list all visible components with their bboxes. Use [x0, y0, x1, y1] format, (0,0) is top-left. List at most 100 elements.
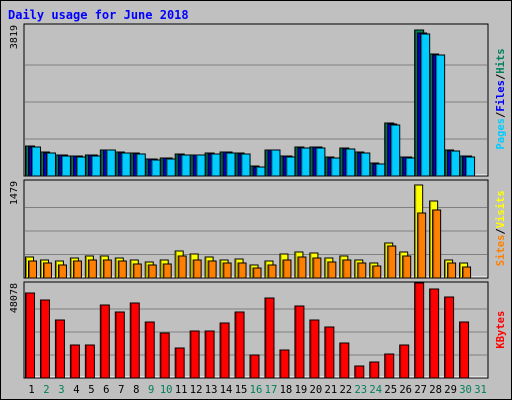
bar-pages-day-13 — [210, 153, 221, 177]
bar-kbytes-day-11 — [174, 347, 185, 379]
x-tick-label-day-5: 5 — [88, 384, 94, 396]
bar-sites-day-29 — [447, 262, 457, 279]
bar-sites-day-25 — [387, 245, 397, 279]
legend-entry-files: Files — [495, 80, 507, 112]
bar-pages-day-18 — [285, 156, 296, 177]
legend-entry-sep: / — [495, 112, 507, 118]
y-max-label: 3819 — [9, 25, 20, 49]
bar-sites-day-24 — [372, 265, 382, 279]
bar-pages-day-24 — [375, 163, 386, 177]
bar-pages-day-7 — [120, 152, 131, 177]
bar-kbytes-day-10 — [159, 332, 170, 379]
x-tick-label-day-1: 1 — [28, 384, 34, 396]
x-tick-label-day-8: 8 — [133, 384, 139, 396]
bar-pages-day-22 — [345, 148, 356, 177]
bar-pages-day-3 — [60, 155, 71, 177]
x-tick-label-day-11: 11 — [175, 384, 188, 396]
bar-pages-day-2 — [45, 152, 56, 177]
bar-sites-day-10 — [162, 263, 172, 279]
bar-kbytes-day-15 — [234, 311, 245, 379]
bar-sites-day-5 — [87, 259, 97, 279]
x-tick-label-day-19: 19 — [295, 384, 308, 396]
bar-pages-day-25 — [390, 124, 401, 177]
bar-sites-day-15 — [237, 262, 247, 279]
bar-pages-day-11 — [180, 154, 191, 177]
bar-pages-day-28 — [435, 54, 446, 177]
bar-sites-day-27 — [417, 212, 427, 279]
bar-kbytes-day-7 — [114, 311, 125, 379]
x-tick-label-day-29: 29 — [444, 384, 457, 396]
bar-pages-day-26 — [405, 157, 416, 177]
panel-visits-sites: 1479 Sites/Visits — [9, 179, 507, 279]
bar-pages-day-30 — [465, 156, 476, 177]
x-tick-label-day-12: 12 — [190, 384, 203, 396]
legend-entry-kbytes: KBytes — [495, 311, 507, 349]
bar-pages-day-29 — [450, 150, 461, 177]
legend-entry-sites: Sites — [495, 235, 507, 267]
bar-sites-day-19 — [297, 256, 307, 279]
x-tick-label-day-25: 25 — [384, 384, 397, 396]
bar-kbytes-day-23 — [354, 365, 365, 379]
bar-kbytes-day-1 — [25, 292, 35, 379]
x-tick-label-day-21: 21 — [325, 384, 338, 396]
bar-kbytes-day-4 — [69, 344, 80, 379]
y-max-label: 1479 — [9, 181, 20, 205]
x-tick-label-day-6: 6 — [103, 384, 109, 396]
x-tick-label-day-10: 10 — [160, 384, 173, 396]
bar-pages-day-27 — [420, 33, 431, 177]
bar-pages-day-23 — [360, 152, 371, 177]
x-tick-label-day-28: 28 — [429, 384, 442, 396]
bar-pages-day-17 — [270, 149, 281, 177]
bar-sites-day-3 — [57, 264, 67, 279]
bar-kbytes-day-12 — [189, 330, 200, 379]
chart-panels: 3819Pages/Files/Hits1479Sites/Visits4807… — [9, 23, 507, 379]
bar-sites-day-21 — [327, 261, 337, 279]
legend-entry-visits: Visits — [495, 190, 507, 228]
bar-kbytes-day-24 — [369, 361, 380, 379]
bar-pages-day-19 — [300, 147, 311, 177]
bar-sites-day-26 — [402, 255, 412, 279]
bar-kbytes-day-20 — [309, 319, 320, 379]
bar-pages-day-15 — [240, 153, 251, 177]
bar-kbytes-day-2 — [39, 299, 50, 379]
bar-sites-day-1 — [28, 260, 37, 279]
bar-sites-day-8 — [132, 263, 142, 279]
legend-entry-sep: / — [495, 228, 507, 234]
bar-kbytes-day-28 — [429, 288, 440, 379]
x-tick-label-day-17: 17 — [265, 384, 278, 396]
legend-kbytes: KBytes — [495, 311, 507, 349]
x-tick-label-day-16: 16 — [250, 384, 263, 396]
bar-pages-day-1 — [31, 146, 41, 177]
legend-visits-sites: Sites/Visits — [495, 190, 507, 266]
bar-kbytes-day-6 — [99, 304, 110, 379]
x-tick-label-day-23: 23 — [354, 384, 367, 396]
bar-pages-day-8 — [135, 153, 146, 177]
x-tick-label-day-30: 30 — [459, 384, 472, 396]
bar-kbytes-day-22 — [339, 342, 350, 379]
x-tick-label-day-27: 27 — [414, 384, 427, 396]
bar-sites-day-9 — [147, 264, 157, 279]
bar-sites-day-20 — [312, 257, 322, 279]
bar-pages-day-12 — [195, 154, 206, 177]
bar-sites-day-30 — [462, 266, 472, 279]
x-tick-label-day-26: 26 — [399, 384, 412, 396]
bar-kbytes-day-3 — [54, 319, 65, 379]
bar-kbytes-day-18 — [279, 349, 290, 379]
bar-sites-day-22 — [342, 259, 352, 279]
bar-pages-day-4 — [75, 156, 86, 177]
x-tick-label-day-14: 14 — [220, 384, 233, 396]
bar-pages-day-14 — [225, 152, 236, 177]
bar-kbytes-day-9 — [144, 321, 155, 379]
bar-kbytes-day-27 — [414, 282, 425, 379]
x-tick-label-day-31: 31 — [474, 384, 487, 396]
bar-kbytes-day-30 — [459, 321, 470, 379]
x-tick-label-day-4: 4 — [73, 384, 79, 396]
bar-sites-day-11 — [177, 255, 187, 279]
bar-kbytes-day-8 — [129, 302, 140, 379]
bar-kbytes-day-14 — [219, 322, 230, 379]
x-tick-label-day-2: 2 — [43, 384, 49, 396]
y-max-label: 48078 — [9, 283, 20, 313]
bar-sites-day-17 — [267, 264, 277, 279]
bar-kbytes-day-29 — [444, 296, 455, 379]
